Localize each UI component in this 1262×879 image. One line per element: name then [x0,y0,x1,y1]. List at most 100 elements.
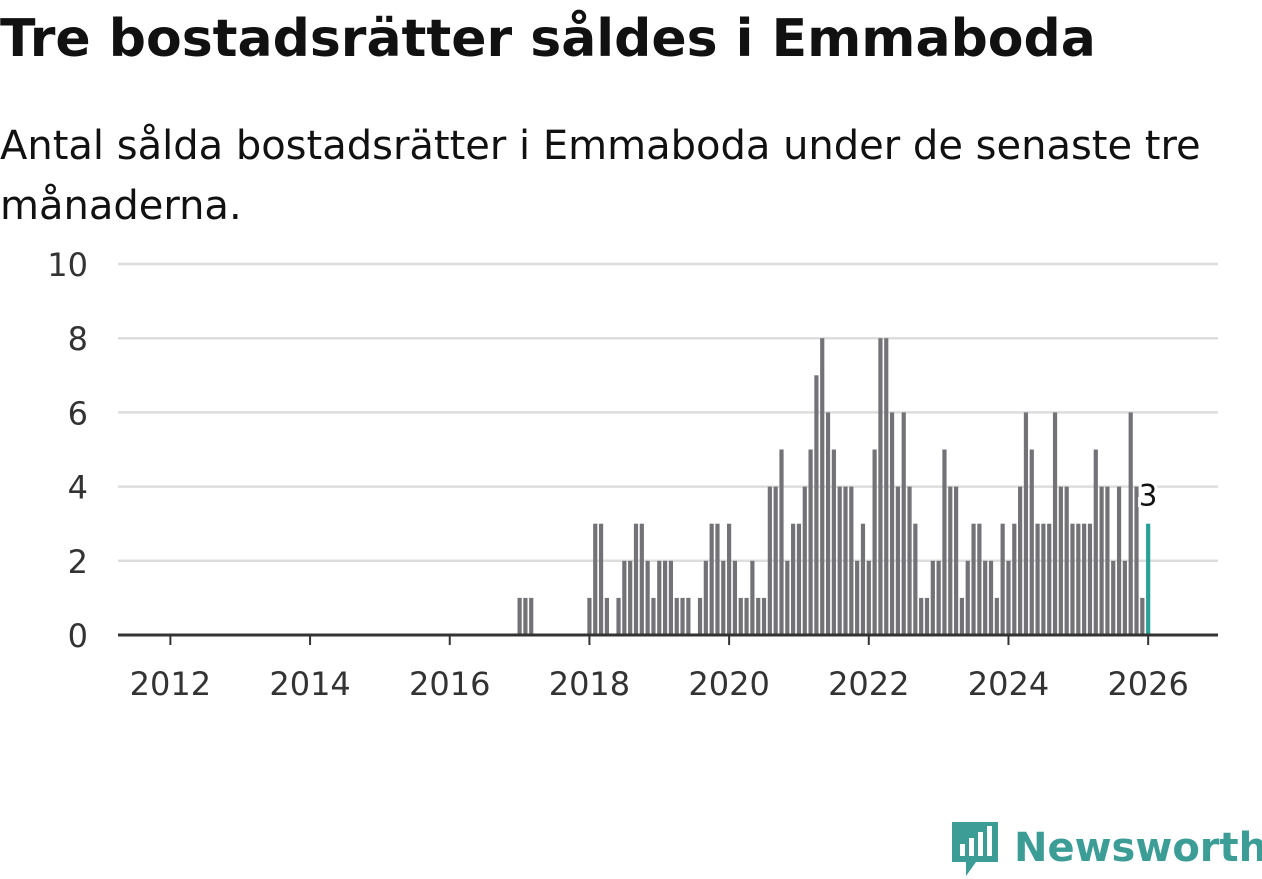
bar [849,486,854,635]
bar [1082,523,1087,635]
chart-title: Tre bostadsrätter såldes i Emmaboda [0,9,1096,69]
bar [820,338,825,635]
bar [686,597,691,635]
bar [930,560,935,635]
bars [517,338,1151,635]
bar [791,523,796,635]
bar [1099,486,1104,635]
bar [872,449,877,635]
y-tick-label: 10 [47,246,88,284]
x-tick-label: 2014 [269,665,350,703]
bar [977,523,982,635]
bar [616,597,621,635]
bar [1140,597,1145,635]
bar [942,449,947,635]
bar [831,449,836,635]
bar [954,486,959,635]
bar [1035,523,1040,635]
x-tick-label: 2026 [1107,665,1188,703]
bar [715,523,720,635]
bar [523,597,528,635]
bar [866,560,871,635]
bar [785,560,790,635]
bar [709,523,714,635]
bar [1052,412,1058,635]
bar [598,523,604,635]
bar [779,449,784,635]
y-tick-label: 2 [68,543,88,581]
bar [1122,560,1127,635]
x-tick-label: 2024 [968,665,1049,703]
bar [651,597,656,635]
bar [668,560,674,635]
bar [825,412,831,635]
newsworthy-logo: Newsworthy [950,818,1262,878]
last-value-label: 3 [1139,479,1157,513]
brand-name: Newsworthy [1014,825,1262,871]
bar [965,560,970,635]
bar [994,597,999,635]
bar [971,523,976,635]
bar [1006,560,1011,635]
bar [1087,523,1093,635]
bar [750,560,755,635]
y-tick-label: 4 [68,469,88,507]
bar [529,597,534,635]
y-axis-ticks: 0 2 4 6 8 10 [47,246,88,655]
bar-chart: 0 2 4 6 8 10 2012 2014 2016 2018 2020 2022 2024 2026… [47,246,1218,703]
bar [744,597,749,635]
y-tick-label: 0 [68,617,88,655]
bar [767,486,772,635]
bar [674,597,679,635]
bar [1047,523,1052,635]
bar [843,486,848,635]
bar [1105,486,1110,635]
bar [604,597,609,635]
bar [761,597,767,635]
bar [657,560,662,635]
bar [919,597,924,635]
bar [645,560,650,635]
bar [1146,523,1151,635]
bar [1070,523,1075,635]
x-tick-label: 2020 [688,665,769,703]
bar [860,523,866,635]
bar [697,597,703,635]
bar [1116,486,1122,635]
bar [1041,523,1046,635]
x-tick-label: 2012 [130,665,211,703]
bar [901,412,906,635]
bar [587,597,592,635]
bar [1012,523,1017,635]
bar [988,560,994,635]
y-tick-label: 6 [68,394,88,432]
chart-subtitle: Antal sålda bostadsrätter i Emmaboda und… [0,123,1201,229]
bar [907,486,912,635]
bar [948,486,953,635]
y-tick-label: 8 [68,320,88,358]
bar [721,560,726,635]
bar [1000,523,1005,635]
bar [662,560,668,635]
bar [837,486,842,635]
bar [796,523,802,635]
bar [703,560,708,635]
bar [895,486,900,635]
bar [889,412,895,635]
bar [855,560,860,635]
bar [1018,486,1023,635]
bar [878,338,883,635]
bar [639,523,644,635]
bar [1023,412,1029,635]
bar [1111,560,1116,635]
gridlines [118,262,1218,563]
bar [1093,449,1098,635]
bar [773,486,778,635]
bar [756,597,761,635]
x-tick-label: 2016 [409,665,490,703]
bar [814,375,819,635]
bar [732,560,738,635]
bar [680,597,685,635]
bar [517,597,522,635]
x-axis: 2012 2014 2016 2018 2020 2022 2024 2026 [118,633,1218,703]
